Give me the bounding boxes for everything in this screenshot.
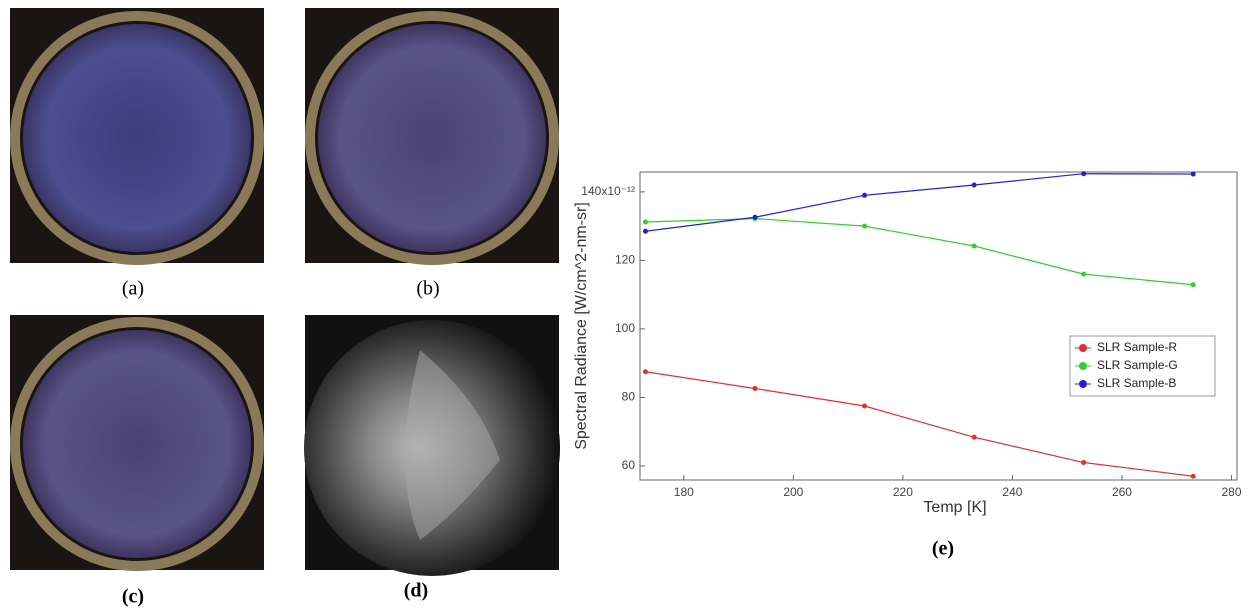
photo-a bbox=[10, 8, 264, 263]
y-tick-label: 140x10⁻¹² bbox=[581, 184, 635, 198]
legend-label: SLR Sample-G bbox=[1097, 358, 1178, 372]
x-tick-label: 180 bbox=[674, 485, 694, 499]
caption: (c) bbox=[122, 586, 144, 608]
photo-d bbox=[304, 315, 560, 576]
point bbox=[643, 220, 648, 225]
point bbox=[972, 183, 977, 188]
photo-b bbox=[305, 8, 559, 263]
chart: Temp [K] Spectral Radiance [W/cm^2-nm-sr… bbox=[573, 202, 986, 516]
point bbox=[972, 435, 977, 440]
caption: (b) bbox=[416, 278, 439, 300]
point bbox=[753, 215, 758, 220]
x-tick-label: 240 bbox=[1002, 485, 1022, 499]
caption: (a) bbox=[122, 278, 144, 300]
point bbox=[1191, 474, 1196, 479]
x-tick-label: 260 bbox=[1112, 485, 1132, 499]
point bbox=[1081, 272, 1086, 277]
y-tick-label: 120 bbox=[615, 253, 635, 267]
point bbox=[1081, 171, 1086, 176]
y-tick-label: 100 bbox=[615, 321, 635, 335]
figure: (a) (b) (c) (d) (e) Temp [K] Spectral Ra… bbox=[0, 0, 1252, 609]
legend-label: SLR Sample-R bbox=[1097, 340, 1177, 354]
series-line bbox=[645, 174, 1193, 232]
x-tick-label: 280 bbox=[1222, 485, 1242, 499]
legend-marker bbox=[1079, 344, 1087, 352]
point bbox=[862, 224, 867, 229]
y-tick-label: 80 bbox=[622, 390, 636, 404]
legend-marker bbox=[1079, 362, 1087, 370]
caption: (e) bbox=[932, 538, 954, 560]
legend-marker bbox=[1079, 380, 1087, 388]
photo-c bbox=[10, 315, 264, 570]
point bbox=[753, 386, 758, 391]
point bbox=[862, 403, 867, 408]
point bbox=[1191, 172, 1196, 177]
x-tick-label: 200 bbox=[783, 485, 803, 499]
point bbox=[1191, 282, 1196, 287]
y-axis-label: Spectral Radiance [W/cm^2-nm-sr] bbox=[573, 202, 590, 450]
series-line bbox=[645, 219, 1193, 285]
point bbox=[862, 193, 867, 198]
y-tick-label: 60 bbox=[622, 458, 636, 472]
x-axis-label: Temp [K] bbox=[923, 499, 986, 516]
legend-label: SLR Sample-B bbox=[1097, 376, 1176, 390]
point bbox=[643, 229, 648, 234]
caption: (d) bbox=[404, 580, 428, 602]
point bbox=[972, 244, 977, 249]
point bbox=[1081, 460, 1086, 465]
x-tick-label: 220 bbox=[893, 485, 913, 499]
plot-frame bbox=[640, 172, 1237, 480]
point bbox=[643, 369, 648, 374]
